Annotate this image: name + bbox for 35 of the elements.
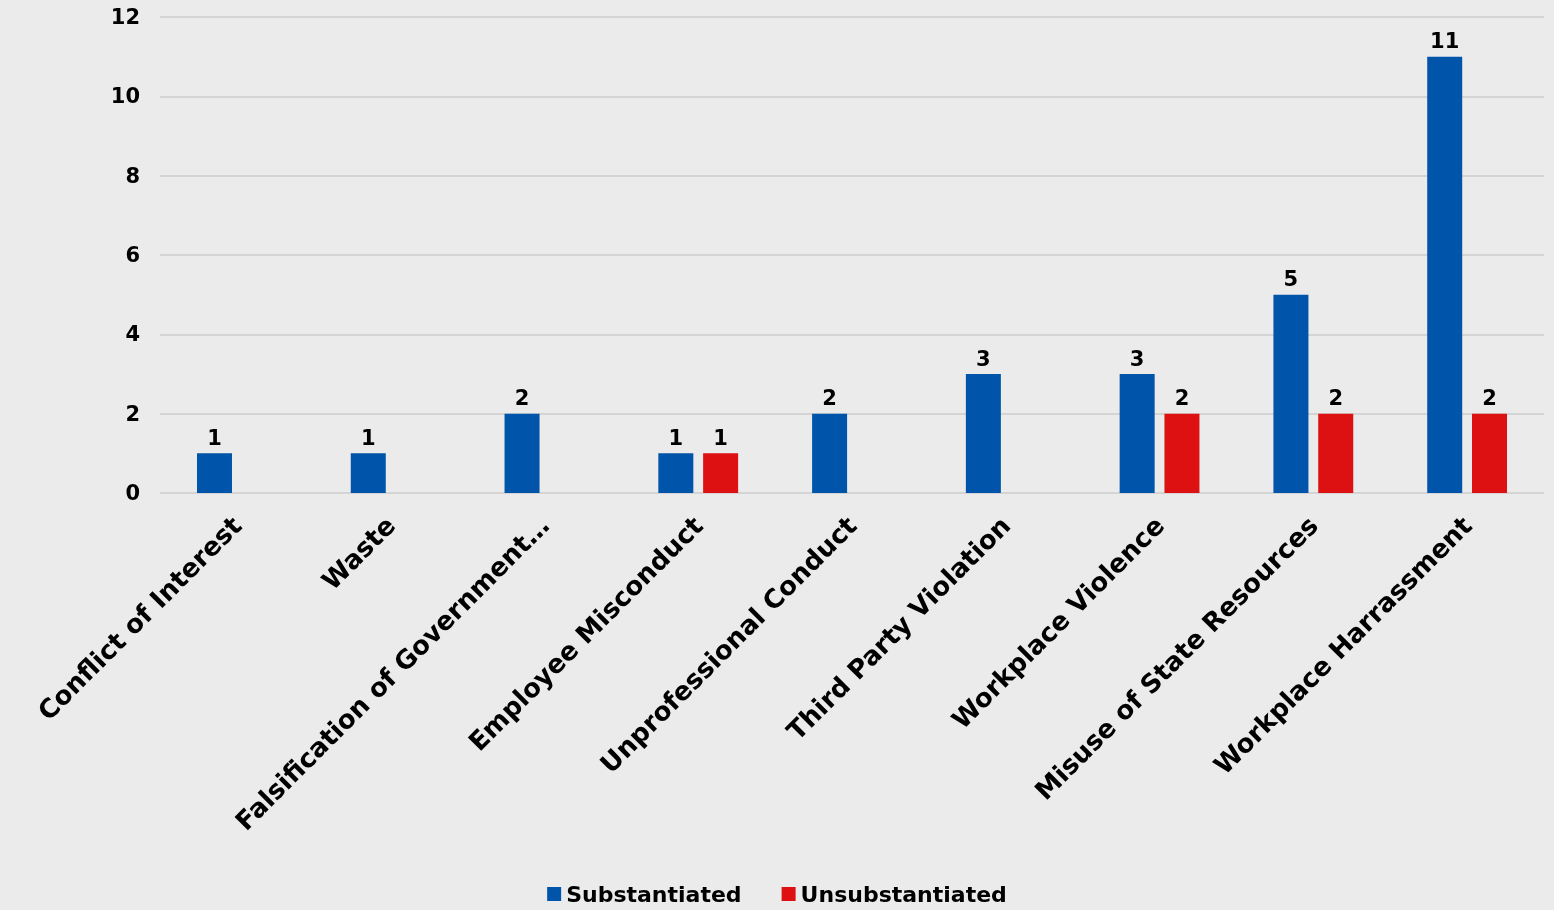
data-label: 11 (1430, 29, 1460, 54)
bar (812, 413, 848, 493)
data-label: 2 (1328, 386, 1344, 411)
bar (965, 374, 1001, 493)
data-label: 2 (1482, 386, 1497, 411)
data-label: 1 (668, 425, 684, 450)
bar (1119, 374, 1155, 493)
data-label: 1 (713, 425, 728, 450)
y-tick-label: 4 (125, 322, 140, 347)
bar (504, 413, 540, 493)
bar (658, 453, 694, 493)
data-label: 3 (976, 346, 991, 371)
bar (196, 453, 232, 493)
data-label: 1 (207, 425, 222, 450)
data-label: 2 (514, 386, 530, 411)
legend-label: Substantiated (566, 881, 742, 907)
data-label: 2 (1174, 386, 1190, 411)
data-label: 5 (1283, 267, 1299, 292)
y-tick-label: 8 (125, 163, 140, 188)
bar (1472, 413, 1508, 493)
bar (350, 453, 386, 493)
y-tick-label: 6 (125, 243, 140, 267)
bar (703, 453, 739, 493)
data-label: 3 (1129, 346, 1145, 371)
y-tick-label: 2 (125, 401, 140, 426)
bar (1318, 413, 1354, 493)
y-tick-label: 10 (110, 84, 140, 109)
y-tick-label: 0 (125, 481, 140, 505)
bar (1164, 413, 1200, 493)
bar (1273, 294, 1309, 493)
y-tick-label: 12 (110, 5, 140, 29)
data-label: 1 (360, 425, 376, 450)
bar (1427, 56, 1463, 493)
legend-label: Unsubstantiated (800, 881, 1007, 907)
data-label: 2 (822, 386, 837, 411)
